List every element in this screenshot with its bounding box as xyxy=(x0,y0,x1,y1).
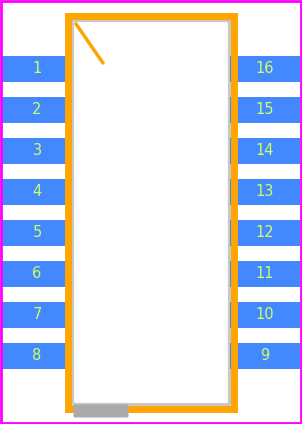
Bar xyxy=(230,220,300,245)
Text: 6: 6 xyxy=(32,266,42,281)
Text: 16: 16 xyxy=(256,61,274,76)
Bar xyxy=(230,343,300,368)
Bar xyxy=(230,260,300,287)
Bar xyxy=(230,56,300,81)
Text: 15: 15 xyxy=(256,102,274,117)
Text: 9: 9 xyxy=(260,348,270,363)
Bar xyxy=(230,97,300,123)
Bar xyxy=(2,97,72,123)
Bar xyxy=(2,343,72,368)
Bar xyxy=(2,56,72,81)
Text: 7: 7 xyxy=(32,307,42,322)
Bar xyxy=(230,179,300,204)
Text: 14: 14 xyxy=(256,143,274,158)
Text: 5: 5 xyxy=(32,225,42,240)
FancyBboxPatch shape xyxy=(72,20,230,405)
Bar xyxy=(230,301,300,327)
FancyBboxPatch shape xyxy=(73,404,128,418)
Bar xyxy=(2,260,72,287)
Bar xyxy=(2,220,72,245)
Text: 12: 12 xyxy=(256,225,274,240)
Text: 2: 2 xyxy=(32,102,42,117)
Bar xyxy=(68,16,234,409)
Text: 1: 1 xyxy=(32,61,42,76)
Text: 13: 13 xyxy=(256,184,274,199)
Bar xyxy=(2,137,72,164)
Text: 11: 11 xyxy=(256,266,274,281)
Text: 3: 3 xyxy=(32,143,42,158)
Text: 4: 4 xyxy=(32,184,42,199)
Bar xyxy=(2,179,72,204)
Text: 8: 8 xyxy=(32,348,42,363)
Text: 10: 10 xyxy=(256,307,274,322)
Bar xyxy=(2,301,72,327)
Bar xyxy=(230,137,300,164)
